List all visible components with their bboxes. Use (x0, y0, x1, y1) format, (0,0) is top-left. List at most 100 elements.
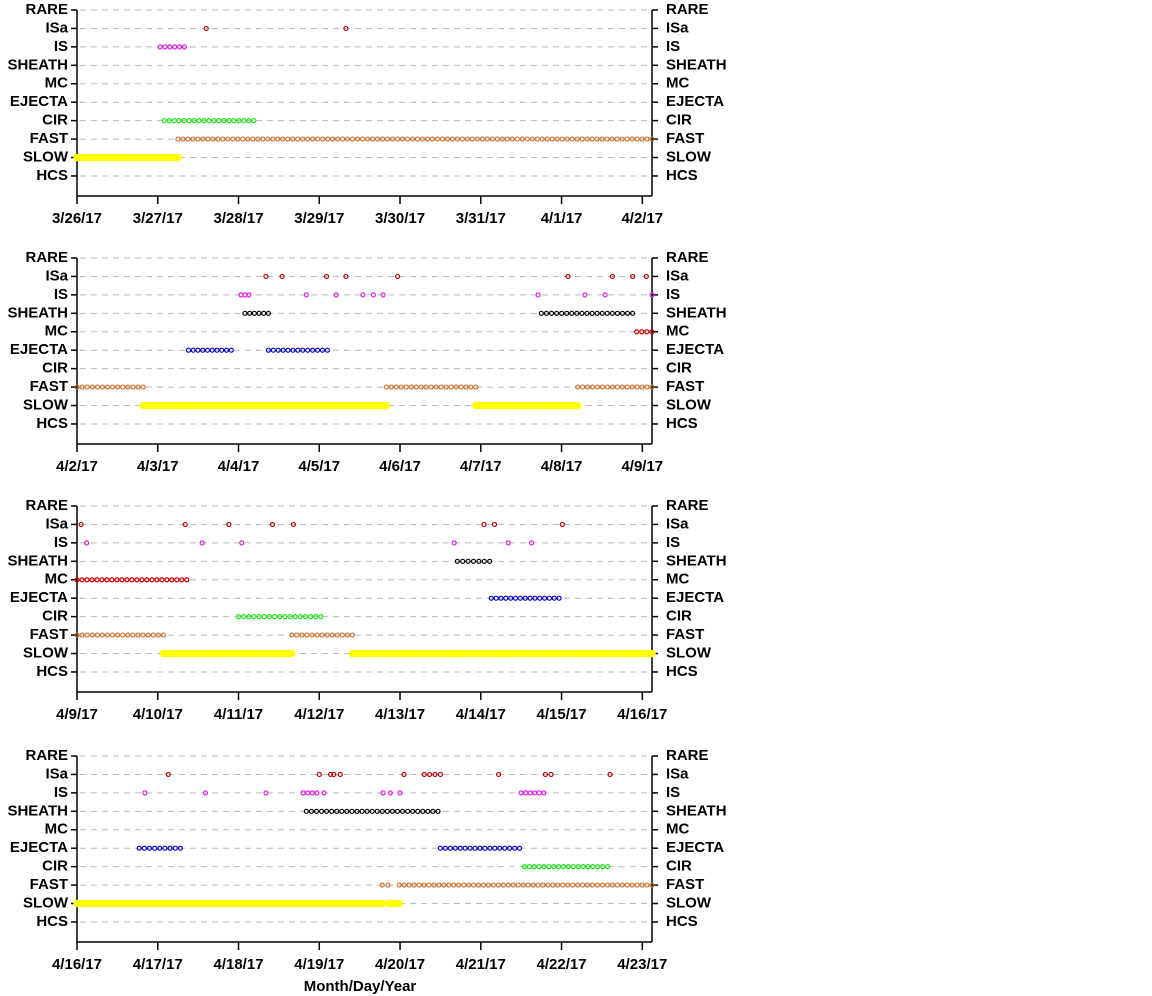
dot (110, 384, 116, 390)
dot (529, 136, 535, 142)
interval (348, 649, 656, 658)
dot (399, 808, 406, 814)
dot (433, 384, 439, 390)
dot (130, 384, 136, 390)
dot (323, 273, 330, 280)
y-tick-label-right: EJECTA (666, 839, 724, 856)
dot (432, 771, 438, 778)
y-tick-label: HCS (36, 167, 68, 184)
interval (139, 401, 391, 410)
dot (639, 384, 645, 390)
dot (285, 136, 291, 142)
dot (590, 864, 596, 870)
dot (569, 136, 575, 142)
dot (541, 595, 548, 601)
dot (204, 347, 211, 353)
interval (383, 384, 479, 390)
dot (516, 845, 523, 851)
dot (553, 310, 560, 316)
dot (334, 632, 340, 638)
dot (325, 136, 331, 142)
dot (476, 558, 482, 564)
y-tick-label: IS (54, 534, 68, 551)
dot (176, 118, 182, 124)
dot (263, 273, 269, 280)
x-tick-label: 4/8/17 (541, 458, 583, 475)
dot (354, 808, 360, 814)
y-tick-label-right: ISa (666, 267, 689, 284)
dot (614, 384, 620, 390)
interval (542, 771, 554, 778)
dot (382, 401, 391, 410)
y-tick-label-right: FAST (666, 626, 704, 643)
dot (556, 864, 562, 870)
dot (385, 882, 391, 888)
dot (599, 384, 606, 390)
dot (369, 136, 376, 142)
interval (74, 632, 167, 638)
dot (89, 384, 95, 390)
dot (604, 310, 610, 316)
y-tick-label: EJECTA (10, 93, 68, 110)
dot (226, 521, 232, 528)
dot (277, 614, 283, 620)
dot (574, 310, 580, 316)
interval (290, 521, 297, 528)
dot (221, 118, 227, 124)
dot (536, 790, 542, 796)
dot (559, 310, 565, 316)
dot (314, 347, 321, 353)
dot (104, 632, 111, 638)
dot (136, 845, 142, 851)
y-tick-label: RARE (25, 1, 68, 18)
dot (364, 136, 371, 142)
dot (643, 273, 649, 280)
interval (401, 771, 407, 778)
dot (334, 808, 340, 814)
dot (454, 136, 460, 142)
dot (519, 136, 525, 142)
dot (431, 882, 437, 888)
interval (175, 136, 655, 142)
dot (447, 845, 453, 851)
dot (270, 347, 276, 353)
dot (565, 882, 571, 888)
dot (104, 384, 111, 390)
dot (216, 118, 222, 124)
dot (149, 577, 155, 583)
interval (333, 292, 339, 298)
x-tick-label: 4/12/17 (294, 706, 344, 723)
interval (379, 882, 391, 888)
dot (211, 118, 217, 124)
dot (444, 136, 451, 142)
dot (270, 136, 276, 142)
dot (629, 384, 635, 390)
dot (310, 347, 316, 353)
dot (614, 882, 620, 888)
interval (575, 384, 655, 390)
dot (438, 384, 444, 390)
dot (329, 632, 335, 638)
dot (409, 136, 416, 142)
dot (411, 882, 417, 888)
dot (115, 632, 121, 638)
y-tick-label-right: SHEATH (666, 552, 727, 569)
dot (614, 310, 621, 316)
dot (161, 118, 167, 124)
y-tick-label: RARE (25, 497, 68, 514)
dot (510, 882, 516, 888)
dot (160, 632, 167, 638)
x-tick-label: 4/7/17 (460, 458, 502, 475)
dot (532, 595, 538, 601)
y-tick-label: MC (45, 75, 68, 92)
y-tick-label: FAST (30, 626, 68, 643)
dot (215, 136, 221, 142)
interval (495, 771, 502, 778)
dot (393, 384, 399, 390)
dot (209, 347, 215, 353)
dot (607, 771, 613, 778)
y-tick-label-right: RARE (666, 747, 709, 764)
interval (491, 521, 498, 528)
dot (235, 136, 241, 142)
dot (551, 595, 557, 601)
